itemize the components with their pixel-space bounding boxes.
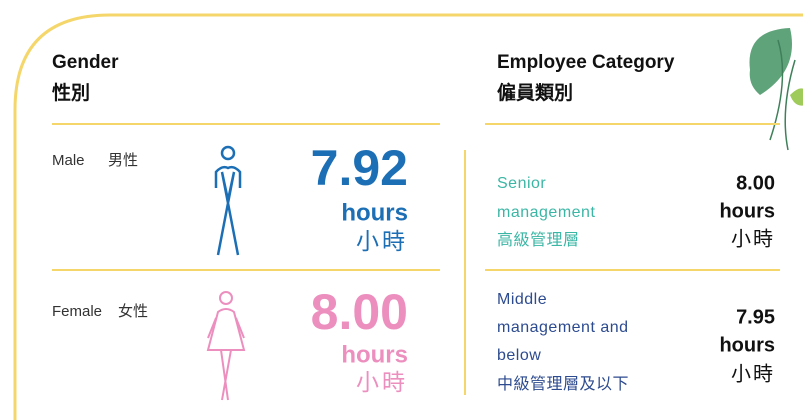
hours-value: 8.00 — [311, 284, 408, 340]
hours-unit: hours — [341, 199, 408, 226]
category-label: below — [497, 347, 541, 364]
hours-unit-zh: 小時 — [731, 227, 775, 250]
category-label: management — [497, 204, 595, 221]
gender-label: Female — [52, 303, 102, 320]
hours-unit-zh: 小時 — [731, 362, 775, 385]
section-title-zh: 僱員類別 — [497, 81, 573, 104]
gender-label-zh: 男性 — [108, 152, 138, 169]
category-label-zh: 中級管理層及以下 — [497, 375, 629, 393]
hours-unit-zh: 小時 — [356, 228, 408, 254]
hours-unit-zh: 小時 — [356, 369, 408, 395]
category-label: Senior — [497, 175, 546, 192]
hours-unit: hours — [719, 200, 775, 222]
female-icon — [208, 292, 244, 400]
gender-label-zh: 女性 — [118, 302, 148, 320]
card-border — [15, 15, 803, 420]
category-label: Middle — [497, 291, 547, 308]
hours-value: 8.00 — [736, 172, 775, 194]
infographic: Gender 性別 Employee Category 僱員類別 Male 男性… — [0, 0, 803, 420]
section-title: Employee Category — [497, 52, 675, 73]
category-label: management and — [497, 319, 629, 336]
leaf-decoration — [750, 28, 803, 150]
hours-value: 7.92 — [311, 140, 408, 196]
male-icon — [216, 147, 240, 255]
gender-label: Male — [52, 152, 85, 169]
hours-unit: hours — [341, 341, 408, 368]
section-title: Gender — [52, 52, 119, 73]
section-title-zh: 性別 — [52, 81, 90, 104]
category-label-zh: 高級管理層 — [497, 231, 580, 249]
hours-unit: hours — [719, 334, 775, 356]
hours-value: 7.95 — [736, 306, 775, 328]
